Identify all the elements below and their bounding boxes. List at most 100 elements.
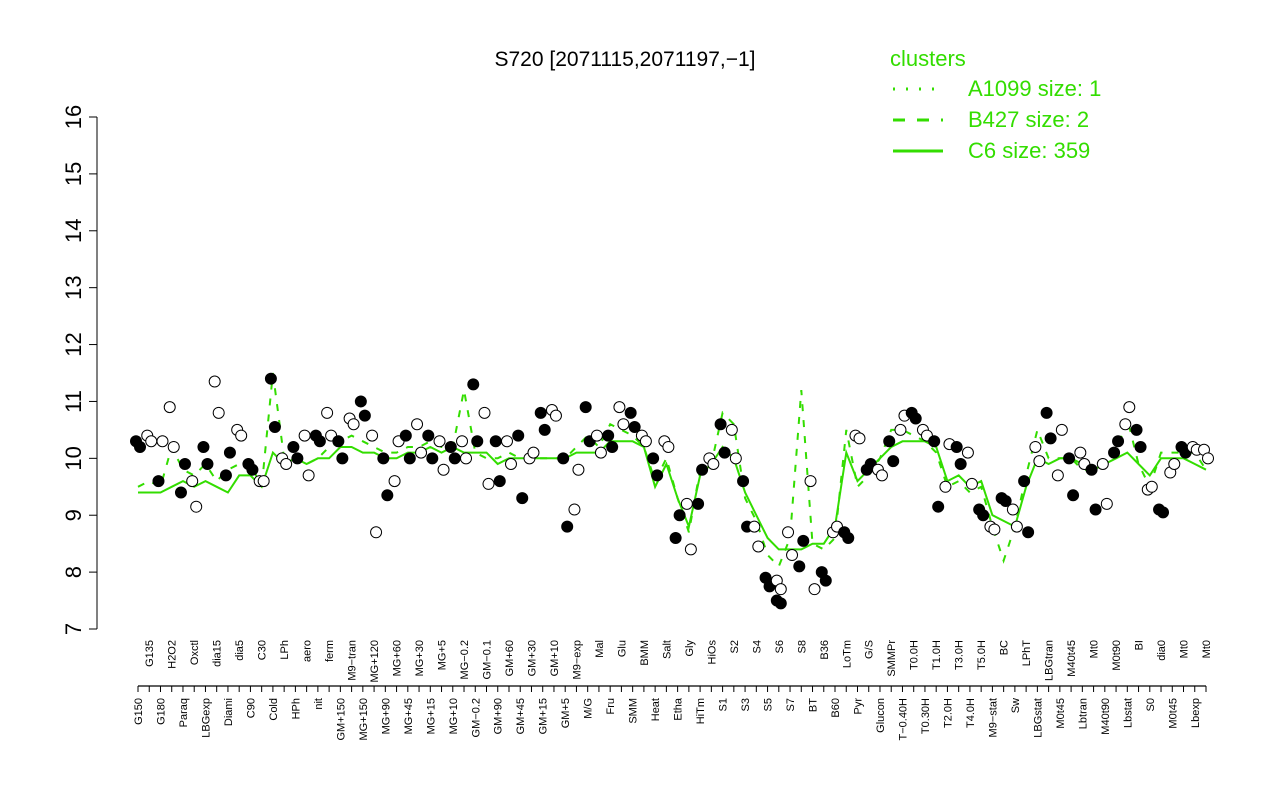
- data-point: [1055, 423, 1068, 436]
- x-tick-label: nit: [313, 698, 325, 710]
- x-tick-label: G150: [133, 698, 145, 725]
- data-point: [786, 549, 799, 562]
- data-point: [1018, 475, 1031, 488]
- x-tick-label: B36: [819, 640, 831, 660]
- x-tick-label: T5.0H: [976, 640, 988, 670]
- data-point: [950, 440, 963, 453]
- data-point: [448, 452, 461, 465]
- data-point: [1040, 406, 1053, 419]
- y-tick-label: 12: [61, 332, 86, 356]
- data-point: [961, 446, 974, 459]
- x-tick-label: GM−0.1: [482, 640, 494, 679]
- x-tick-label: Mt0: [1201, 640, 1213, 658]
- data-point: [186, 475, 199, 488]
- x-tick-label: GM−0.2: [470, 698, 482, 737]
- data-point: [444, 440, 457, 453]
- data-point: [197, 440, 210, 453]
- x-tick-label: T−0.40H: [897, 698, 909, 741]
- data-point: [313, 435, 326, 448]
- data-point: [163, 401, 176, 414]
- data-point: [1085, 463, 1098, 476]
- data-point: [613, 401, 626, 414]
- data-point: [347, 418, 360, 431]
- data-point: [909, 412, 922, 425]
- data-point: [489, 435, 502, 448]
- data-point: [460, 452, 473, 465]
- data-point: [1063, 452, 1076, 465]
- x-tick-label: G180: [155, 698, 167, 725]
- data-point: [493, 475, 506, 488]
- x-tick-label: Etha: [673, 697, 685, 721]
- legend-label: B427 size: 2: [968, 107, 1089, 132]
- x-tick-label: LBGtran: [1044, 640, 1056, 681]
- x-tick-label: ferm: [324, 640, 336, 662]
- x-tick-label: SMM: [628, 698, 640, 724]
- x-tick-label: Lbtran: [1077, 698, 1089, 729]
- x-tick-label: C90: [245, 698, 257, 718]
- data-point: [669, 531, 682, 544]
- x-tick-label: LBGexp: [200, 698, 212, 738]
- x-tick-label: GM+15: [538, 698, 550, 734]
- data-point: [1100, 497, 1113, 510]
- data-point: [965, 477, 978, 490]
- data-point: [1168, 458, 1181, 471]
- data-point: [280, 458, 293, 471]
- data-point: [1029, 440, 1042, 453]
- data-point: [557, 452, 570, 465]
- x-tick-label: Gly: [684, 640, 696, 657]
- x-tick-label: S8: [796, 640, 808, 653]
- x-tick-label: S7: [785, 698, 797, 711]
- data-point: [748, 520, 761, 533]
- data-point: [504, 458, 517, 471]
- data-point: [201, 458, 214, 471]
- data-point: [606, 440, 619, 453]
- x-tick-label: Pyr: [852, 698, 864, 715]
- x-tick-label: BT: [808, 698, 820, 712]
- data-point: [797, 534, 810, 547]
- data-point: [647, 452, 660, 465]
- data-point: [156, 435, 169, 448]
- data-point: [680, 497, 693, 510]
- x-tick-label: Heat: [650, 698, 662, 721]
- x-tick-label: M0t90: [1111, 640, 1123, 671]
- data-point: [1067, 489, 1080, 502]
- x-tick-label: MG+45: [403, 698, 415, 734]
- x-tick-label: BC: [999, 640, 1011, 655]
- data-point: [235, 429, 248, 442]
- x-tick-label: MG+120: [369, 640, 381, 683]
- x-tick-label: Mt0: [1179, 640, 1191, 658]
- data-point: [549, 409, 562, 422]
- data-point: [774, 597, 787, 610]
- data-point: [399, 429, 412, 442]
- x-tick-label: Cold: [268, 698, 280, 721]
- data-point: [388, 475, 401, 488]
- x-tick-label: GM+150: [335, 698, 347, 741]
- x-tick-label: Glucon: [875, 698, 887, 733]
- x-axis: G150 G135 G180 H2O2 Paraq Oxctl LBGexp dia15 Dia…: [133, 640, 1213, 741]
- y-tick-label: 16: [61, 105, 86, 129]
- x-tick-label: G/S: [864, 640, 876, 659]
- data-point: [928, 435, 941, 448]
- data-point: [673, 509, 686, 522]
- x-tick-label: Oxctl: [189, 640, 201, 665]
- data-point: [298, 429, 311, 442]
- data-point: [370, 526, 383, 539]
- data-point: [512, 429, 525, 442]
- x-tick-label: dia15: [212, 640, 224, 667]
- x-tick-label: S5: [763, 698, 775, 711]
- data-point: [467, 378, 480, 391]
- data-point: [366, 429, 379, 442]
- x-tick-label: HiOs: [706, 640, 718, 665]
- x-tick-label: LoTm: [841, 640, 853, 668]
- x-tick-label: MG+90: [380, 698, 392, 734]
- x-tick-label: S1: [718, 698, 730, 711]
- x-tick-label: M0t45: [1167, 698, 1179, 729]
- y-tick-label: 8: [61, 566, 86, 578]
- data-point: [246, 463, 259, 476]
- x-tick-label: T4.0H: [965, 698, 977, 728]
- y-tick-label: 10: [61, 446, 86, 470]
- data-point: [1074, 446, 1087, 459]
- legend-title: clusters: [890, 46, 966, 71]
- x-tick-label: Mt0: [1089, 640, 1101, 658]
- data-point: [500, 435, 513, 448]
